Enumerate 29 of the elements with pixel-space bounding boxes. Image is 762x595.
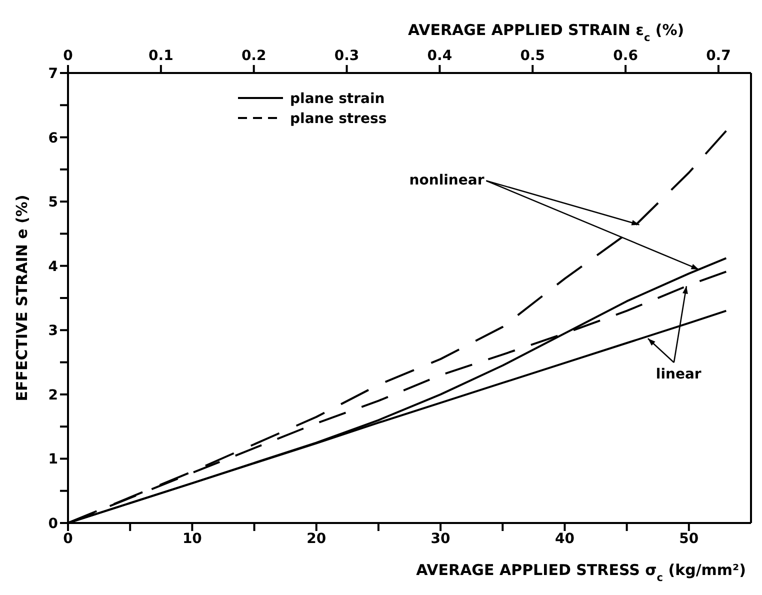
y-tick-label: 0 [48, 516, 58, 532]
annotation: linear [656, 366, 702, 382]
x2-axis-title: AVERAGE APPLIED STRAIN ε$_{c}$ (%) [408, 21, 684, 44]
x2-tick-label: 0.7 [706, 48, 731, 64]
x-tick-label: 30 [430, 530, 451, 547]
y-tick-label: 1 [48, 452, 58, 468]
y-tick-label: 5 [48, 194, 58, 211]
x2-tick-label: 0.3 [334, 48, 360, 64]
x2-tick-label: 0.5 [520, 48, 546, 64]
y-axis-title: EFFECTIVE STRAIN e (%) [13, 194, 31, 402]
x2-tick-label: 0.6 [613, 48, 638, 64]
legend-label: plane strain [290, 91, 385, 107]
x2-tick-label: 0.2 [241, 48, 266, 64]
y-tick-label: 2 [48, 387, 58, 404]
annotation: nonlinear [409, 172, 484, 189]
x-tick-label: 40 [554, 530, 575, 547]
legend-label: plane stress [290, 111, 387, 127]
y-tick-label: 4 [48, 258, 58, 275]
y-tick-label: 7 [48, 66, 58, 82]
x-tick-label: 0 [63, 530, 74, 547]
y-tick-label: 3 [48, 323, 58, 340]
x2-tick-label: 0.4 [427, 48, 452, 64]
x-tick-label: 50 [679, 530, 699, 547]
x2-tick-label: 0.1 [148, 48, 174, 64]
x2-tick-label: 0 [63, 48, 74, 64]
x-tick-label: 20 [306, 530, 326, 547]
x-axis-title: AVERAGE APPLIED STRESS σ$_{c}$ (kg/mm²) [416, 561, 746, 584]
y-tick-label: 6 [48, 130, 58, 146]
x-tick-label: 10 [182, 530, 202, 547]
